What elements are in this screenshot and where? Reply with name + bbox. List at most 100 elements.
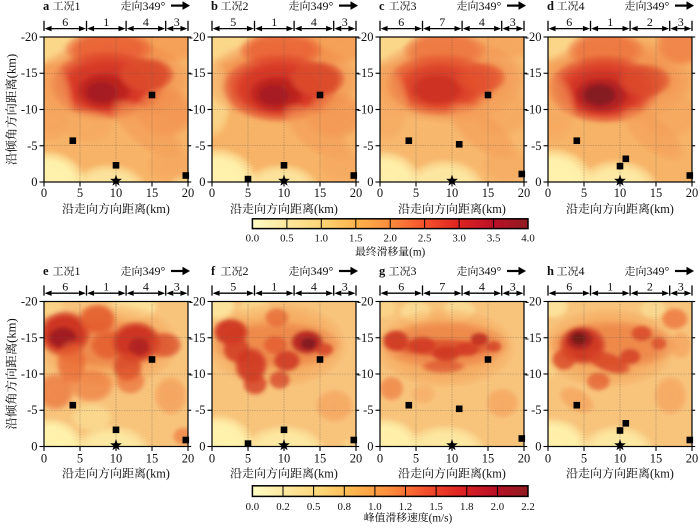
svg-text:2.0: 2.0 bbox=[491, 501, 505, 513]
svg-text:10: 10 bbox=[110, 186, 123, 200]
svg-text:10: 10 bbox=[614, 186, 627, 200]
svg-text:-5: -5 bbox=[531, 139, 541, 153]
svg-text:(m): (m) bbox=[409, 246, 425, 258]
svg-text:15: 15 bbox=[482, 452, 495, 466]
svg-text:-10: -10 bbox=[525, 103, 542, 117]
svg-text:4: 4 bbox=[579, 0, 585, 13]
svg-text:1.0: 1.0 bbox=[315, 232, 329, 244]
svg-text:(km): (km) bbox=[5, 318, 19, 342]
svg-text:10: 10 bbox=[278, 186, 291, 200]
svg-text:0.0: 0.0 bbox=[246, 232, 260, 244]
svg-text:-15: -15 bbox=[525, 331, 542, 345]
svg-text:349°: 349° bbox=[479, 264, 502, 278]
svg-text:-15: -15 bbox=[357, 331, 374, 345]
svg-text:1: 1 bbox=[607, 15, 613, 29]
svg-text:0: 0 bbox=[545, 452, 551, 466]
svg-text:(m/s): (m/s) bbox=[429, 512, 453, 524]
svg-text:15: 15 bbox=[482, 186, 495, 200]
svg-text:0: 0 bbox=[199, 440, 205, 454]
svg-text:6: 6 bbox=[398, 15, 404, 29]
svg-text:-15: -15 bbox=[189, 331, 206, 345]
svg-text:349°: 349° bbox=[311, 264, 334, 278]
svg-text:5: 5 bbox=[413, 452, 419, 466]
svg-text:-20: -20 bbox=[21, 295, 38, 309]
svg-text:0: 0 bbox=[209, 186, 215, 200]
svg-text:-15: -15 bbox=[21, 66, 38, 80]
svg-text:-10: -10 bbox=[357, 367, 374, 381]
svg-text:(km): (km) bbox=[482, 202, 506, 216]
svg-text:10: 10 bbox=[110, 452, 123, 466]
svg-text:0: 0 bbox=[377, 452, 383, 466]
svg-text:5: 5 bbox=[230, 15, 236, 29]
svg-text:3.5: 3.5 bbox=[487, 232, 501, 244]
svg-text:3: 3 bbox=[342, 15, 348, 29]
svg-text:10: 10 bbox=[446, 186, 459, 200]
svg-text:g: g bbox=[379, 264, 386, 278]
svg-text:(km): (km) bbox=[650, 202, 674, 216]
svg-text:5: 5 bbox=[230, 280, 236, 294]
svg-text:0.5: 0.5 bbox=[307, 501, 321, 513]
svg-text:349°: 349° bbox=[143, 0, 166, 13]
svg-text:15: 15 bbox=[146, 452, 159, 466]
svg-text:1: 1 bbox=[75, 0, 81, 13]
svg-text:3: 3 bbox=[510, 280, 516, 294]
svg-text:1.5: 1.5 bbox=[349, 232, 363, 244]
svg-text:-15: -15 bbox=[525, 66, 542, 80]
svg-text:-20: -20 bbox=[21, 30, 38, 44]
svg-text:0: 0 bbox=[545, 186, 551, 200]
svg-text:20: 20 bbox=[518, 186, 531, 200]
svg-text:4: 4 bbox=[479, 280, 485, 294]
svg-text:1: 1 bbox=[271, 15, 277, 29]
svg-text:5: 5 bbox=[581, 452, 587, 466]
svg-text:2.2: 2.2 bbox=[521, 501, 535, 513]
svg-text:20: 20 bbox=[686, 186, 699, 200]
svg-text:10: 10 bbox=[278, 452, 291, 466]
svg-text:-15: -15 bbox=[189, 66, 206, 80]
svg-text:f: f bbox=[211, 264, 216, 278]
svg-text:0: 0 bbox=[41, 452, 47, 466]
svg-text:15: 15 bbox=[650, 452, 663, 466]
svg-text:5: 5 bbox=[413, 186, 419, 200]
svg-text:5: 5 bbox=[581, 186, 587, 200]
svg-text:3: 3 bbox=[411, 0, 417, 13]
svg-text:10: 10 bbox=[614, 452, 627, 466]
svg-text:-20: -20 bbox=[357, 295, 374, 309]
svg-text:6: 6 bbox=[398, 280, 404, 294]
svg-text:-5: -5 bbox=[27, 403, 37, 417]
svg-text:3: 3 bbox=[678, 280, 684, 294]
svg-text:4: 4 bbox=[143, 280, 149, 294]
svg-text:15: 15 bbox=[314, 186, 327, 200]
svg-text:2: 2 bbox=[243, 264, 249, 278]
svg-text:2: 2 bbox=[647, 280, 653, 294]
svg-text:20: 20 bbox=[350, 452, 363, 466]
svg-text:0: 0 bbox=[367, 440, 373, 454]
svg-text:3: 3 bbox=[174, 280, 180, 294]
svg-text:1.0: 1.0 bbox=[368, 501, 382, 513]
svg-text:7: 7 bbox=[439, 280, 445, 294]
svg-text:0: 0 bbox=[31, 175, 37, 189]
svg-text:3: 3 bbox=[411, 264, 417, 278]
svg-text:20: 20 bbox=[518, 452, 531, 466]
svg-text:3.0: 3.0 bbox=[452, 232, 466, 244]
svg-text:5: 5 bbox=[245, 186, 251, 200]
svg-text:0.5: 0.5 bbox=[280, 232, 294, 244]
svg-text:-10: -10 bbox=[189, 103, 206, 117]
svg-text:e: e bbox=[43, 264, 49, 278]
svg-text:0: 0 bbox=[199, 175, 205, 189]
svg-text:(km): (km) bbox=[482, 467, 506, 481]
svg-text:4.0: 4.0 bbox=[521, 232, 535, 244]
svg-text:3: 3 bbox=[678, 15, 684, 29]
svg-text:-10: -10 bbox=[189, 367, 206, 381]
svg-text:20: 20 bbox=[182, 186, 195, 200]
svg-text:-20: -20 bbox=[189, 295, 206, 309]
svg-text:4: 4 bbox=[579, 264, 585, 278]
svg-text:15: 15 bbox=[314, 452, 327, 466]
svg-text:6: 6 bbox=[62, 280, 68, 294]
svg-text:-5: -5 bbox=[195, 403, 205, 417]
svg-text:(km): (km) bbox=[650, 467, 674, 481]
svg-text:0: 0 bbox=[367, 175, 373, 189]
svg-text:5: 5 bbox=[77, 452, 83, 466]
svg-text:1: 1 bbox=[271, 280, 277, 294]
svg-text:349°: 349° bbox=[143, 264, 166, 278]
svg-text:-20: -20 bbox=[357, 30, 374, 44]
